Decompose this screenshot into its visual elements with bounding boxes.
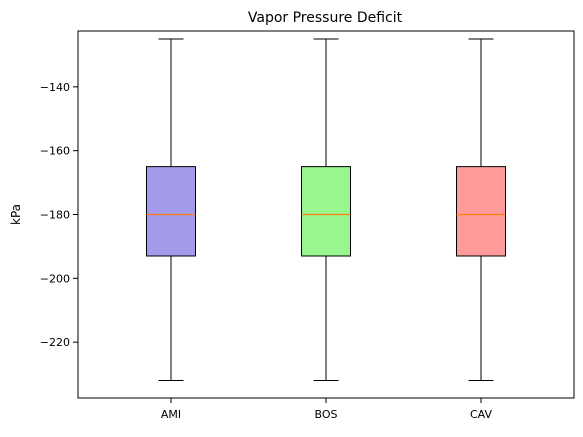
y-tick-label: −140 [40,81,70,94]
chart-title: Vapor Pressure Deficit [248,10,403,26]
axes-frame [77,30,575,399]
y-tick-label: −200 [40,272,70,285]
x-tick-label: AMI [161,408,181,421]
box-cav [456,166,506,257]
y-tick-label: −180 [40,209,70,222]
y-tick-label: −220 [40,336,70,349]
box-bos [301,166,351,257]
plot-area: −140 −160 −180 −200 −220 AMI BOS CAV [40,38,506,421]
y-axis-label: kPa [9,204,23,225]
box-ami [146,166,196,257]
y-tick-label: −160 [40,145,70,158]
x-tick-label: CAV [470,408,493,421]
x-tick-label: BOS [315,408,338,421]
